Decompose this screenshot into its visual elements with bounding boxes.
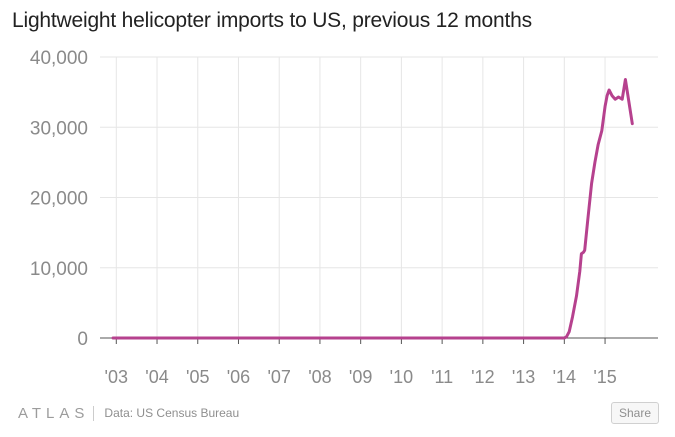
x-tick-label: '13 [512,367,535,387]
y-tick-label: 40,000 [30,48,88,69]
x-tick-label: '15 [593,367,616,387]
x-tick-label: '04 [145,367,168,387]
y-tick-label: 30,000 [30,118,88,139]
x-tick-label: '12 [471,367,494,387]
chart-title: Lightweight helicopter imports to US, pr… [12,9,532,32]
series-layer [111,78,634,340]
y-tick-label: 20,000 [30,189,88,210]
x-tick-label: '11 [431,367,453,387]
atlas-logo[interactable]: ATLAS [18,404,90,422]
share-button[interactable]: Share [610,402,659,424]
x-tick-label: '08 [308,367,331,387]
source-note: Data: US Census Bureau [104,406,240,420]
x-tick-label: '14 [553,367,576,387]
x-axis-ticks: '03 '04 '05 '06 '07 '08 '09 '10 '11 '12 '13 '14 '15 [105,338,617,387]
footer-divider [93,405,95,421]
x-tick-label: '03 [105,367,128,387]
x-tick-label: '10 [390,367,413,387]
x-tick-label: '07 [267,367,290,387]
x-tick-label: '09 [349,367,372,387]
y-tick-label: 10,000 [30,259,88,280]
grid-layer [100,56,658,339]
y-axis-ticks: 0 10,000 20,000 30,000 40,000 [30,48,88,350]
series-line [111,78,634,340]
x-tick-label: '05 [186,367,209,387]
footer: ATLAS Data: US Census Bureau [18,402,239,424]
x-tick-label: '06 [227,367,250,387]
y-tick-label: 0 [77,329,88,350]
